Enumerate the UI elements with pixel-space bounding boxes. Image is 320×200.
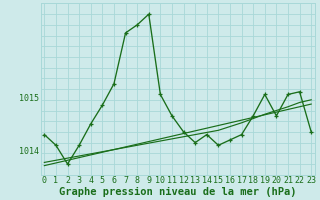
X-axis label: Graphe pression niveau de la mer (hPa): Graphe pression niveau de la mer (hPa) (59, 186, 297, 197)
